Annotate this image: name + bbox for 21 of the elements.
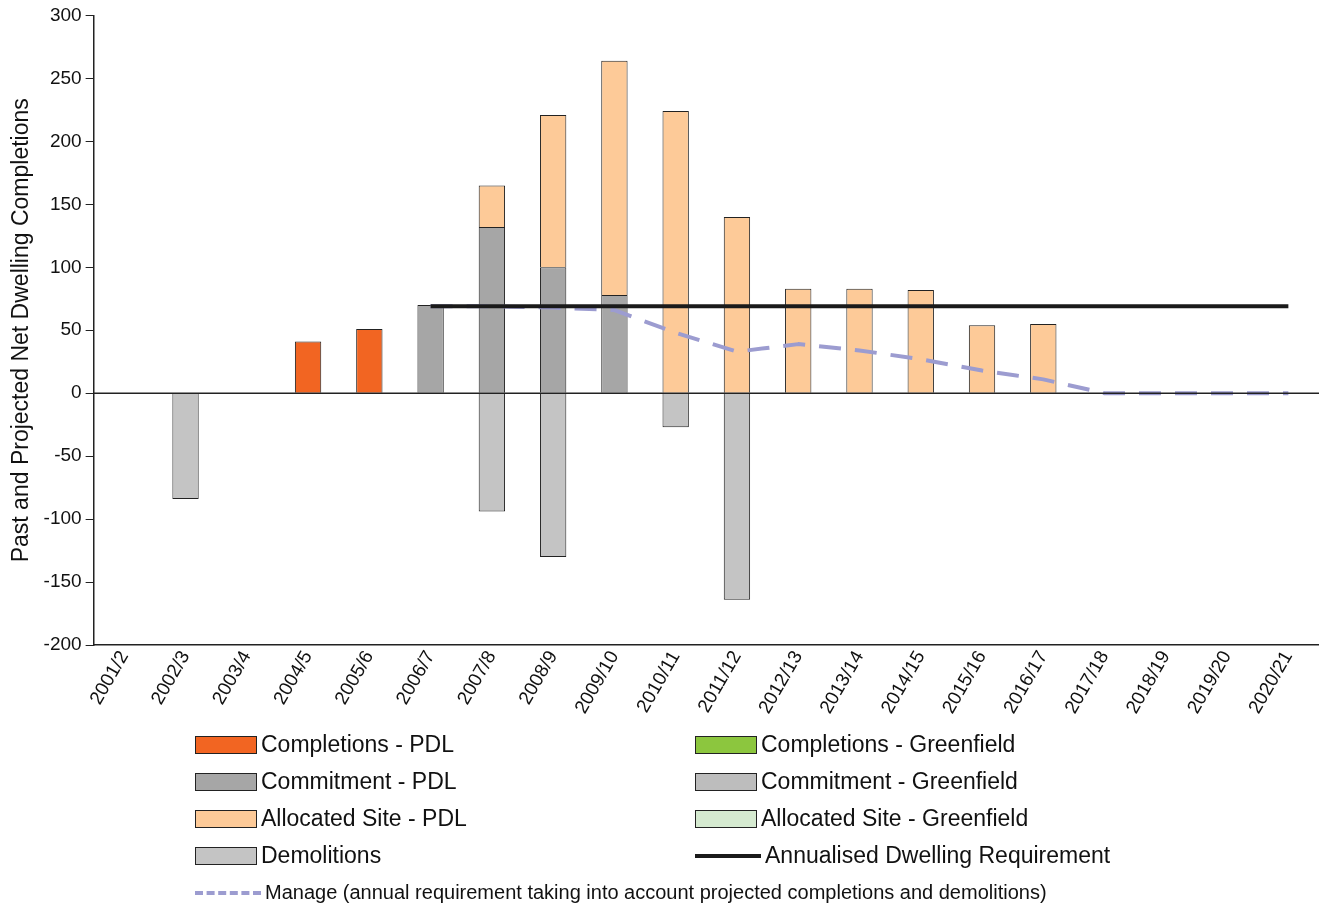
y-tick-label: -200 bbox=[43, 633, 82, 655]
y-tick-label: -100 bbox=[43, 507, 82, 529]
legend-label: Allocated Site - PDL bbox=[261, 805, 467, 832]
legend-label: Demolitions bbox=[261, 842, 382, 869]
legend-label: Commitment - PDL bbox=[261, 768, 457, 795]
y-axis-title: Past and Projected Net Dwelling Completions bbox=[7, 98, 34, 563]
legend-label: Completions - Greenfield bbox=[761, 731, 1016, 758]
y-tick-label: 0 bbox=[71, 381, 82, 403]
y-tick-label: 200 bbox=[49, 129, 82, 151]
y-tick-label: -150 bbox=[43, 570, 82, 592]
legend-label: Manage (annual requirement taking into account projected completions and demolitions) bbox=[265, 881, 1047, 904]
y-tick-label: 250 bbox=[49, 66, 82, 88]
y-tick-label: 300 bbox=[49, 3, 82, 25]
y-tick-label: 50 bbox=[60, 318, 82, 340]
legend-label: Annualised Dwelling Requirement bbox=[765, 842, 1111, 869]
legend-label: Allocated Site - Greenfield bbox=[761, 805, 1029, 832]
legend-label: Commitment - Greenfield bbox=[761, 768, 1018, 795]
y-tick-label: -50 bbox=[54, 444, 82, 466]
legend-label: Completions - PDL bbox=[261, 731, 455, 758]
y-tick-label: 150 bbox=[49, 192, 82, 214]
y-tick-label: 100 bbox=[49, 255, 82, 277]
